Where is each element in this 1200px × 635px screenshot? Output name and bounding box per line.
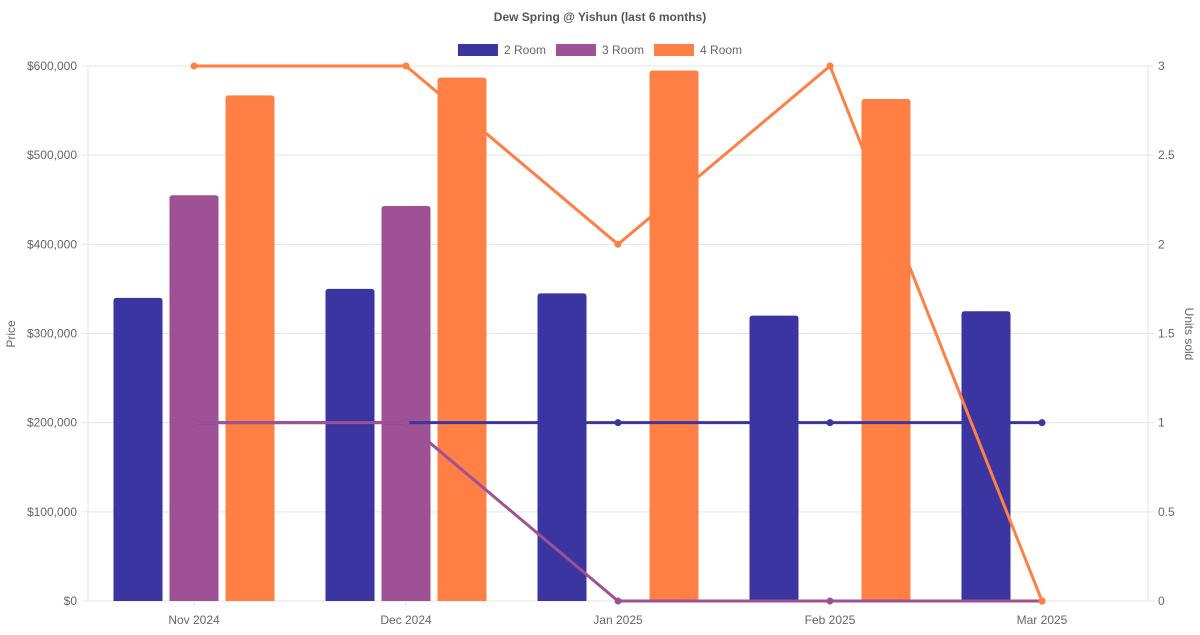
point-3-room — [402, 419, 410, 427]
y-left-tick-label: $500,000 — [27, 148, 77, 162]
lines-layer — [190, 62, 1046, 605]
point-3-room — [826, 597, 834, 605]
y-right-tick-label: 1.5 — [1158, 327, 1175, 341]
y-left-tick-label: $300,000 — [27, 327, 77, 341]
x-tick-label: Jan 2025 — [593, 613, 643, 627]
point-4-room — [402, 62, 410, 70]
legend-label[interactable]: 2 Room — [504, 43, 546, 57]
point-3-room — [614, 597, 622, 605]
point-4-room — [614, 240, 622, 248]
y-right-tick-label: 0 — [1158, 594, 1165, 608]
y-right-tick-label: 1 — [1158, 416, 1165, 430]
bars-layer — [113, 70, 1011, 602]
y-axis-right-label: Units sold — [1182, 308, 1196, 361]
legend-label[interactable]: 4 Room — [700, 43, 742, 57]
x-tick-label: Nov 2024 — [168, 613, 220, 627]
point-4-room — [190, 62, 198, 70]
bar-2-room — [749, 315, 799, 601]
bar-4-room — [861, 98, 911, 601]
x-tick-label: Dec 2024 — [380, 613, 432, 627]
axis-layer: $0 $100,000 $200,000 $300,000 $400,000 $500,0… — [27, 59, 1175, 627]
y-left-tick-label: $400,000 — [27, 237, 77, 251]
y-right-tick-label: 2 — [1158, 237, 1165, 251]
legend-swatch[interactable] — [555, 44, 596, 56]
y-left-tick-label: $200,000 — [27, 416, 77, 430]
legend-swatch[interactable] — [457, 44, 498, 56]
legend-swatch[interactable] — [654, 44, 695, 56]
point-2-room — [826, 419, 834, 427]
y-left-tick-label: $0 — [64, 594, 78, 608]
bar-4-room — [649, 70, 699, 602]
y-left-tick-label: $100,000 — [27, 505, 77, 519]
chart-title: Dew Spring @ Yishun (last 6 months) — [494, 10, 706, 24]
bar-2-room — [113, 297, 163, 601]
bar-4-room — [437, 77, 487, 601]
y-right-tick-label: 0.5 — [1158, 505, 1175, 519]
x-tick-label: Mar 2025 — [1017, 613, 1068, 627]
bar-4-room — [225, 95, 275, 602]
y-right-tick-label: 2.5 — [1158, 148, 1175, 162]
y-left-tick-label: $600,000 — [27, 59, 77, 73]
bar-3-room — [169, 195, 219, 601]
x-tick-label: Feb 2025 — [805, 613, 856, 627]
point-4-room — [1038, 597, 1046, 605]
point-2-room — [1038, 419, 1046, 427]
legend-label[interactable]: 3 Room — [602, 43, 644, 57]
legend: 2 Room 3 Room 4 Room — [457, 43, 742, 57]
y-right-tick-label: 3 — [1158, 59, 1165, 73]
y-axis-left-label: Price — [4, 320, 18, 348]
bar-2-room — [537, 293, 587, 601]
bar-3-room — [381, 205, 431, 601]
bar-2-room — [325, 288, 375, 601]
point-3-room — [190, 419, 198, 427]
point-4-room — [826, 62, 834, 70]
point-2-room — [614, 419, 622, 427]
